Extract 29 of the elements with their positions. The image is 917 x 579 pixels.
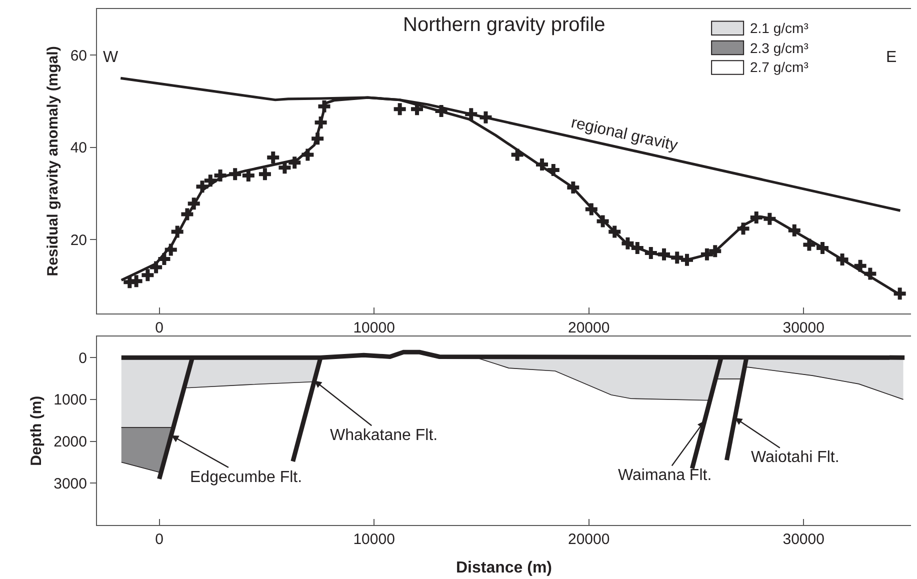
- x-tick-label: 20000: [568, 531, 610, 548]
- y-tick-label: 60: [70, 47, 87, 64]
- legend-label: 2.3 g/cm³: [750, 40, 809, 56]
- y-tick-label: 20: [70, 232, 87, 249]
- annotation: E: [886, 49, 897, 66]
- y-tick-label: 2000: [54, 434, 87, 451]
- annotation: W: [103, 49, 119, 66]
- y-tick-label: 0: [78, 350, 87, 367]
- y-axis-title: Depth (m): [28, 396, 45, 466]
- x-tick-label: 20000: [568, 319, 610, 336]
- y-tick-label: 1000: [54, 392, 87, 409]
- chart-title: Northern gravity profile: [403, 14, 606, 36]
- y-tick-label: 40: [70, 140, 87, 157]
- annotation: Waiotahi Flt.: [751, 449, 840, 466]
- legend-label: 2.7 g/cm³: [750, 59, 809, 75]
- x-tick-label: 0: [155, 319, 164, 336]
- annotation: Waimana Flt.: [618, 467, 712, 484]
- annotation: Whakatane Flt.: [330, 427, 438, 444]
- annotation: Edgecumbe Flt.: [190, 469, 302, 486]
- x-tick-label: 30000: [782, 531, 824, 548]
- x-tick-label: 10000: [353, 319, 395, 336]
- y-axis-title: Residual gravity anomaly (mgal): [44, 46, 62, 276]
- legend-label: 2.1 g/cm³: [750, 20, 809, 36]
- x-tick-label: 0: [155, 531, 164, 548]
- y-tick-label: 3000: [54, 475, 87, 492]
- x-axis-title: Distance (m): [456, 560, 552, 577]
- annotation: regional gravity: [570, 114, 680, 154]
- x-tick-label: 30000: [782, 319, 824, 336]
- x-tick-label: 10000: [353, 531, 395, 548]
